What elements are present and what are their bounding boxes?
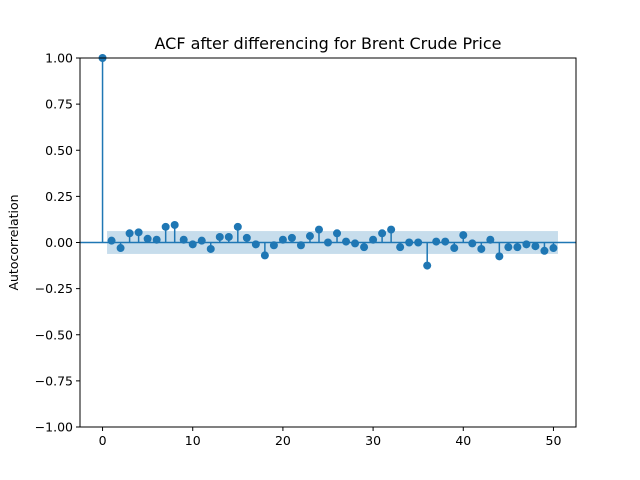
acf-point-lag-8 (170, 220, 179, 229)
acf-point-lag-39 (450, 244, 459, 253)
y-tick-label: −1.00 (35, 420, 73, 435)
acf-point-lag-11 (197, 236, 206, 245)
acf-point-lag-46 (513, 243, 522, 252)
acf-point-lag-12 (206, 244, 215, 253)
acf-point-lag-43 (486, 235, 495, 244)
acf-point-lag-3 (125, 229, 134, 238)
acf-point-lag-14 (224, 232, 233, 241)
y-tick-label: −0.75 (35, 373, 73, 388)
x-tick-label: 20 (275, 433, 291, 448)
acf-point-lag-35 (414, 238, 423, 247)
acf-point-lag-9 (179, 235, 188, 244)
y-tick-label: 0.75 (45, 97, 73, 112)
acf-point-lag-38 (441, 237, 450, 246)
acf-point-lag-24 (314, 225, 323, 234)
x-tick-label: 40 (455, 433, 471, 448)
acf-point-lag-32 (387, 225, 396, 234)
y-tick-label: −0.25 (35, 281, 73, 296)
chart-title: ACF after differencing for Brent Crude P… (154, 34, 501, 53)
acf-point-lag-1 (107, 236, 116, 245)
acf-point-lag-34 (405, 238, 414, 247)
acf-point-lag-6 (152, 235, 161, 244)
y-axis-ticks: −1.00 −0.75 −0.50 −0.25 0.00 0.25 0.50 0.75 1.00 (35, 51, 80, 435)
y-tick-label: −0.50 (35, 327, 73, 342)
acf-point-lag-33 (396, 243, 405, 252)
acf-point-lag-19 (269, 241, 278, 250)
y-tick-label: 0.50 (45, 143, 73, 158)
acf-point-lag-22 (296, 241, 305, 250)
acf-point-lag-27 (342, 237, 351, 246)
acf-point-lag-16 (242, 233, 251, 242)
acf-point-lag-4 (134, 228, 143, 237)
acf-point-lag-20 (278, 235, 287, 244)
y-tick-label: 0.25 (45, 189, 73, 204)
marker-layer (98, 54, 558, 270)
acf-point-lag-28 (351, 239, 360, 248)
x-tick-label: 50 (546, 433, 562, 448)
acf-point-lag-48 (531, 242, 540, 251)
x-tick-label: 0 (99, 433, 107, 448)
acf-point-lag-2 (116, 244, 125, 253)
x-axis-ticks: 0 10 20 30 40 50 (99, 427, 562, 448)
acf-point-lag-50 (549, 244, 558, 253)
acf-point-lag-36 (423, 261, 432, 270)
acf-point-lag-26 (333, 229, 342, 238)
acf-point-lag-30 (369, 235, 378, 244)
x-tick-label: 10 (185, 433, 201, 448)
acf-point-lag-21 (287, 233, 296, 242)
acf-point-lag-47 (522, 240, 531, 249)
y-tick-label: 0.00 (45, 235, 73, 250)
acf-point-lag-29 (360, 243, 369, 252)
y-axis-label: Autocorrelation (6, 194, 21, 290)
acf-point-lag-18 (260, 251, 269, 260)
acf-point-lag-10 (188, 240, 197, 249)
acf-point-lag-44 (495, 252, 504, 261)
x-tick-label: 30 (365, 433, 381, 448)
acf-point-lag-17 (251, 240, 260, 249)
acf-point-lag-15 (233, 222, 242, 231)
acf-point-lag-23 (305, 232, 314, 241)
acf-point-lag-42 (477, 244, 486, 253)
acf-point-lag-45 (504, 243, 513, 252)
acf-point-lag-7 (161, 222, 170, 231)
acf-point-lag-25 (324, 238, 332, 247)
acf-point-lag-31 (378, 229, 387, 238)
acf-point-lag-49 (540, 246, 549, 255)
acf-point-lag-5 (143, 234, 152, 243)
acf-point-lag-41 (468, 239, 477, 248)
acf-point-lag-40 (459, 231, 468, 240)
y-tick-label: 1.00 (45, 51, 73, 66)
acf-point-lag-37 (432, 237, 441, 246)
acf-point-lag-13 (215, 232, 224, 241)
